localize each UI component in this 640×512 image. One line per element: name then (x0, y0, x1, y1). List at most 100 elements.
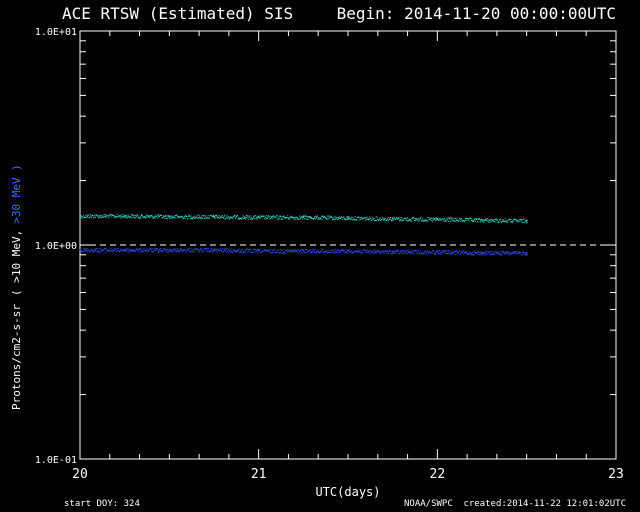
data-point (302, 249, 304, 251)
data-point (296, 249, 298, 251)
data-point (110, 250, 112, 252)
series-layer (79, 213, 528, 256)
data-point (299, 250, 301, 252)
data-point (279, 215, 281, 217)
data-point (214, 247, 216, 249)
data-point (439, 218, 441, 220)
data-point (142, 251, 144, 253)
data-point (272, 215, 274, 217)
data-point (463, 220, 465, 222)
data-point (228, 249, 230, 251)
data-point (408, 250, 410, 252)
data-point (174, 250, 176, 252)
data-point (404, 250, 406, 252)
data-point (267, 216, 269, 218)
data-point (170, 249, 172, 251)
data-point (223, 216, 225, 218)
data-point (293, 250, 295, 252)
data-point (511, 252, 513, 254)
data-point (165, 214, 167, 216)
data-point (198, 214, 200, 216)
data-point (171, 216, 173, 218)
data-point (201, 216, 203, 218)
data-point (398, 218, 400, 220)
data-point (392, 217, 394, 219)
data-point (120, 214, 122, 216)
data-point (504, 218, 506, 220)
data-point (326, 250, 328, 252)
data-point (297, 217, 299, 219)
data-point (328, 215, 330, 217)
data-point (491, 253, 493, 255)
data-point (315, 248, 317, 250)
data-point (401, 251, 403, 253)
data-point (279, 215, 281, 217)
data-point (520, 251, 522, 253)
data-point (300, 217, 302, 219)
data-point (502, 252, 504, 254)
data-point (509, 221, 511, 223)
data-point (267, 250, 269, 252)
data-point (464, 219, 466, 221)
data-point (473, 254, 475, 256)
data-point (486, 219, 488, 221)
data-point (471, 219, 473, 221)
data-point (122, 216, 124, 218)
data-point (136, 213, 138, 215)
data-point (388, 250, 390, 252)
data-point (249, 215, 251, 217)
data-point (506, 219, 508, 221)
data-point (137, 215, 139, 217)
data-point (155, 248, 157, 250)
data-point (524, 221, 526, 223)
data-point (375, 251, 377, 253)
data-point (389, 218, 391, 220)
data-point (347, 250, 349, 252)
data-point (444, 252, 446, 254)
data-point (365, 219, 367, 221)
data-point (449, 217, 451, 219)
y-axis-label: Protons/cm2-s-sr (10, 304, 23, 410)
data-point (315, 217, 317, 219)
data-point (498, 253, 500, 255)
data-point (374, 250, 376, 252)
data-point (519, 252, 521, 254)
data-point (138, 249, 140, 251)
data-point (407, 249, 409, 251)
data-point (197, 249, 199, 251)
data-point (338, 218, 340, 220)
data-point (192, 217, 194, 219)
data-point (233, 215, 235, 217)
data-point (303, 250, 305, 252)
data-point (174, 215, 176, 217)
data-point (168, 218, 170, 220)
data-point (378, 252, 380, 254)
data-point (214, 249, 216, 251)
data-point (368, 250, 370, 252)
data-point (105, 251, 107, 253)
data-point (191, 251, 193, 253)
data-point (140, 249, 142, 251)
data-point (257, 252, 259, 254)
data-point (158, 251, 160, 253)
data-point (200, 218, 202, 220)
data-point (145, 217, 147, 219)
data-point (452, 217, 454, 219)
data-point (476, 218, 478, 220)
data-point (269, 249, 271, 251)
data-point (332, 219, 334, 221)
data-point (436, 219, 438, 221)
data-point (450, 253, 452, 255)
data-point (86, 248, 88, 250)
data-point (280, 216, 282, 218)
data-point (359, 252, 361, 254)
data-point (215, 215, 217, 217)
data-point (378, 250, 380, 252)
data-point (284, 251, 286, 253)
data-point (197, 248, 199, 250)
data-point (338, 216, 340, 218)
data-point (511, 222, 513, 224)
data-point (435, 253, 437, 255)
data-point (263, 248, 265, 250)
